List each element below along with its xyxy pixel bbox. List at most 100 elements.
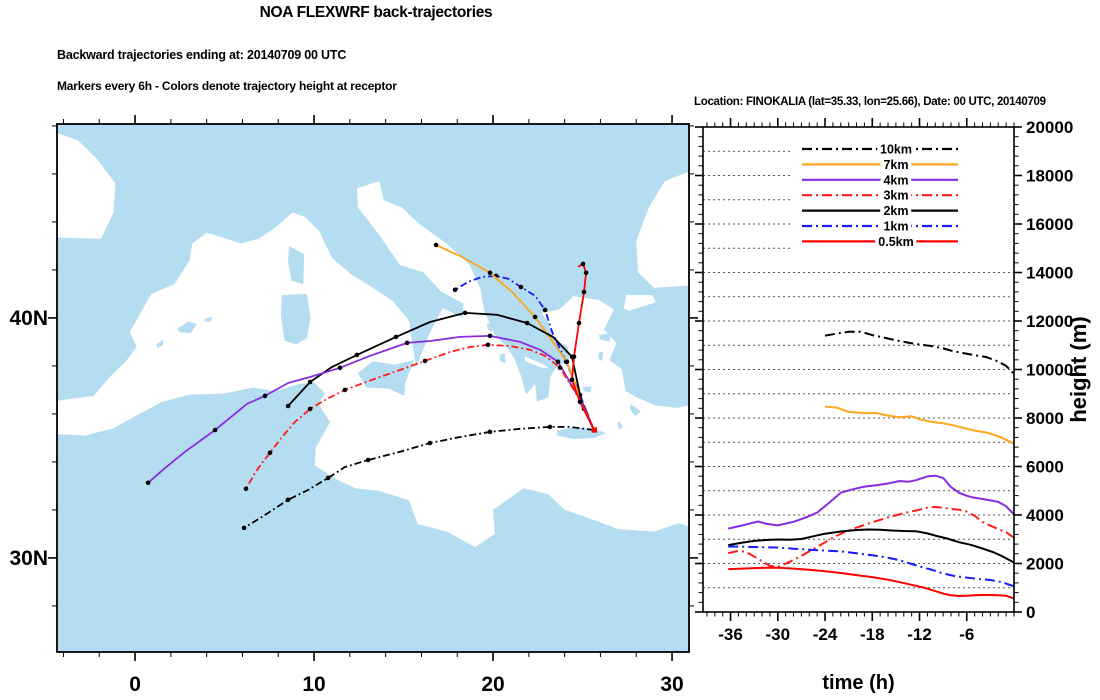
trajectory-marker-6h — [583, 270, 589, 276]
trajectory-marker-6h — [427, 440, 433, 446]
trajectory-marker-6h — [555, 359, 561, 365]
map-axis-labels: 0 10 20 30 30N 40N — [9, 307, 683, 696]
map-landmass — [630, 404, 641, 417]
profile-curve-10km — [824, 330, 1015, 375]
map-landmass — [57, 124, 689, 408]
profile-curves — [727, 330, 1015, 600]
trajectory-marker-6h — [518, 284, 524, 290]
map-landmass — [177, 321, 197, 334]
profile-curve-4km — [727, 474, 1015, 530]
trajectory-marker-6h — [542, 307, 548, 313]
trajectory-marker-6h — [557, 365, 563, 371]
trajectory-marker-6h — [462, 310, 468, 316]
map-trajectory-1km — [454, 275, 595, 431]
map-border — [56, 123, 690, 653]
map-x-tick-label: 20 — [481, 673, 504, 696]
trajectory-marker-6h — [576, 320, 582, 326]
subtitle-markers-note: Markers every 6h - Colors denote traject… — [57, 79, 397, 93]
legend-label-4km: 4km — [883, 173, 908, 187]
trajectory-marker-6h — [354, 352, 360, 358]
profile-y-tick-label: 4000 — [1026, 506, 1064, 525]
legend-label-7km: 7km — [883, 158, 908, 172]
trajectory-marker-6h — [487, 429, 493, 435]
legend-label-1km: 1km — [883, 220, 908, 234]
trajectory-marker-6h — [422, 358, 428, 364]
profile-x-tick-label: -18 — [860, 625, 885, 644]
profile-y-tick-label: 2000 — [1026, 555, 1064, 574]
trajectory-marker-6h — [365, 457, 371, 463]
profile-y-tick-label: 16000 — [1026, 215, 1073, 234]
subtitle-ending-time: Backward trajectories ending at: 2014070… — [57, 48, 347, 62]
legend-label-2km: 2km — [883, 204, 908, 218]
map-landmass — [598, 351, 604, 362]
trajectory-marker-6h — [487, 333, 493, 339]
trajectory-marker-6h — [581, 289, 587, 295]
map-sea-inlet — [623, 295, 656, 311]
profile-axis-labels: 0 2000 4000 6000 8000 10000 12000 14000 16000 180… — [718, 118, 1091, 694]
map-x-tick-label: 30 — [660, 673, 683, 696]
map-landmass — [288, 245, 305, 285]
receptor-marker — [591, 427, 597, 433]
map-landmass — [156, 339, 164, 348]
map-trajectory-10km — [243, 426, 595, 529]
trajectory-marker-6h — [524, 320, 530, 326]
profile-x-axis-title: time (h) — [822, 672, 894, 694]
trajectory-marker-6h — [285, 403, 291, 409]
trajectory-marker-6h — [307, 406, 313, 412]
map-y-tick-label: 40N — [9, 307, 48, 330]
profile-y-tick-label: 10000 — [1026, 361, 1073, 380]
profile-x-tick-label: -36 — [718, 625, 743, 644]
map-y-tick-label: 30N — [9, 547, 48, 570]
map-landmass — [204, 316, 212, 322]
profile-panel-title: Location: FINOKALIA (lat=35.33, lon=25.6… — [694, 96, 1046, 108]
profile-y-tick-label: 12000 — [1026, 312, 1073, 331]
trajectory-marker-6h — [393, 334, 399, 340]
legend-label-3km: 3km — [883, 189, 908, 203]
trajectory-marker-6h — [532, 314, 538, 320]
trajectory-marker-6h — [342, 387, 348, 393]
trajectory-marker-6h — [243, 486, 249, 492]
trajectory-marker-6h — [452, 287, 458, 293]
profile-curve-7km — [824, 405, 1015, 445]
profile-y-axis-title: height (m) — [1066, 316, 1091, 422]
profile-y-tick-label: 6000 — [1026, 458, 1064, 477]
trajectory-marker-6h — [262, 393, 268, 399]
trajectory-marker-6h — [580, 261, 586, 267]
profile-curve-3km — [727, 506, 1015, 568]
profile-y-tick-label: 18000 — [1026, 167, 1073, 186]
profile-frame-and-ticks — [695, 118, 1022, 621]
map-landmass — [357, 359, 415, 396]
trajectory-marker-6h — [267, 450, 273, 456]
legend-label-0.5km: 0.5km — [878, 235, 913, 249]
map-x-tick-label: 10 — [302, 673, 325, 696]
map-x-tick-label: 0 — [129, 673, 141, 696]
map-trajectories — [145, 242, 597, 531]
profile-y-tick-label: 0 — [1026, 603, 1035, 622]
map-landmass — [57, 382, 689, 652]
map-landmass — [499, 352, 506, 364]
trajectory-marker-6h — [564, 359, 570, 365]
profile-curve-0.5km — [728, 566, 1015, 600]
trajectory-marker-6h — [404, 340, 410, 346]
map-landmass — [486, 321, 493, 333]
trajectory-marker-6h — [577, 399, 583, 405]
page-title: NOA FLEXWRF back-trajectories — [259, 4, 493, 21]
trajectory-marker-6h — [487, 270, 493, 276]
profile-x-tick-label: -30 — [766, 625, 791, 644]
trajectory-marker-6h — [547, 424, 553, 430]
trajectory-marker-6h — [241, 525, 247, 531]
profile-y-tick-label: 20000 — [1026, 118, 1073, 137]
profile-y-tick-label: 8000 — [1026, 409, 1064, 428]
profile-curve-1km — [728, 545, 1015, 588]
trajectory-marker-6h — [212, 427, 218, 433]
trajectory-marker-6h — [571, 354, 577, 360]
map-landmass — [598, 333, 612, 342]
map-sea-inlet — [524, 356, 549, 369]
trajectory-marker-6h — [285, 497, 291, 503]
trajectory-marker-6h — [325, 475, 331, 481]
map-landmass — [617, 421, 623, 430]
map-land — [57, 124, 689, 652]
